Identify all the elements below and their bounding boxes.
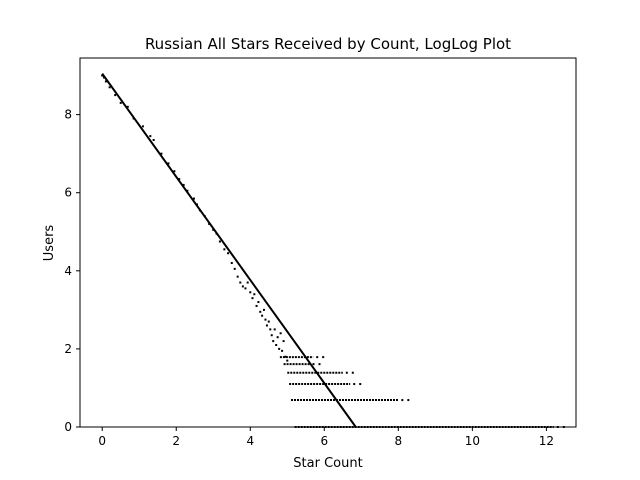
data-point xyxy=(239,281,242,284)
data-point xyxy=(261,314,264,317)
x-tick-label: 12 xyxy=(539,434,554,448)
data-point xyxy=(233,267,236,270)
data-point xyxy=(282,340,285,343)
data-point xyxy=(223,248,226,251)
fit-line xyxy=(101,73,357,428)
data-point xyxy=(273,328,276,331)
data-point xyxy=(269,328,272,331)
data-point xyxy=(178,178,181,181)
data-point xyxy=(286,359,289,362)
data-point xyxy=(267,320,270,323)
x-axis-label: Star Count xyxy=(293,456,362,471)
data-point xyxy=(312,363,315,366)
x-tick-label: 10 xyxy=(465,434,480,448)
data-point xyxy=(255,304,258,307)
data-point xyxy=(230,262,233,264)
data-point xyxy=(241,285,244,288)
y-axis: 0 2 4 6 8 xyxy=(64,108,80,434)
data-point xyxy=(322,356,325,359)
y-axis-label: Users xyxy=(42,225,57,262)
x-tick-label: 0 xyxy=(98,434,106,448)
data-point xyxy=(249,291,252,294)
x-tick-label: 6 xyxy=(320,434,328,448)
data-point xyxy=(141,125,144,128)
data-point xyxy=(149,135,152,138)
chart-title: Russian All Stars Received by Count, Log… xyxy=(145,35,511,53)
data-point xyxy=(251,297,254,300)
data-point xyxy=(236,275,239,278)
data-point xyxy=(353,383,356,386)
data-point xyxy=(119,101,122,104)
plot-frame xyxy=(79,57,577,428)
data-point xyxy=(182,183,185,186)
data-point xyxy=(193,197,196,200)
data-point xyxy=(401,399,404,402)
data-point xyxy=(276,336,279,339)
data-point xyxy=(407,399,410,402)
data-point xyxy=(259,310,262,313)
data-point xyxy=(114,94,117,97)
data-point xyxy=(270,334,273,337)
data-point xyxy=(279,332,282,335)
data-point xyxy=(351,371,354,374)
x-tick-label: 4 xyxy=(246,434,254,448)
data-point xyxy=(152,139,155,141)
data-point xyxy=(278,347,281,350)
data-point xyxy=(262,308,265,311)
data-point xyxy=(253,293,256,296)
data-point xyxy=(345,371,348,374)
x-tick-label: 2 xyxy=(172,434,180,448)
data-point xyxy=(281,349,284,352)
data-point xyxy=(104,80,107,83)
x-tick-label: 8 xyxy=(395,434,403,448)
data-point xyxy=(316,356,319,359)
data-point xyxy=(126,105,129,108)
data-point xyxy=(284,355,287,358)
data-point xyxy=(167,162,170,165)
data-point xyxy=(264,318,267,321)
data-point xyxy=(173,170,176,173)
y-tick-label: 0 xyxy=(64,420,72,434)
data-point xyxy=(227,252,230,255)
y-tick-label: 2 xyxy=(64,342,72,356)
plot-area xyxy=(101,73,565,428)
data-point xyxy=(359,383,362,386)
data-point xyxy=(265,324,268,327)
y-tick-label: 4 xyxy=(64,264,72,278)
data-point xyxy=(218,240,221,243)
x-axis: 0 2 4 6 8 10 12 xyxy=(98,427,554,448)
data-point xyxy=(160,152,163,155)
data-point xyxy=(318,363,321,366)
y-tick-label: 6 xyxy=(64,186,72,200)
data-point xyxy=(108,86,111,89)
data-point xyxy=(244,287,247,290)
data-point xyxy=(101,74,104,77)
y-tick-label: 8 xyxy=(64,108,72,122)
data-point xyxy=(246,281,249,284)
data-point xyxy=(272,340,275,343)
data-point xyxy=(257,301,260,304)
data-point xyxy=(275,344,278,346)
